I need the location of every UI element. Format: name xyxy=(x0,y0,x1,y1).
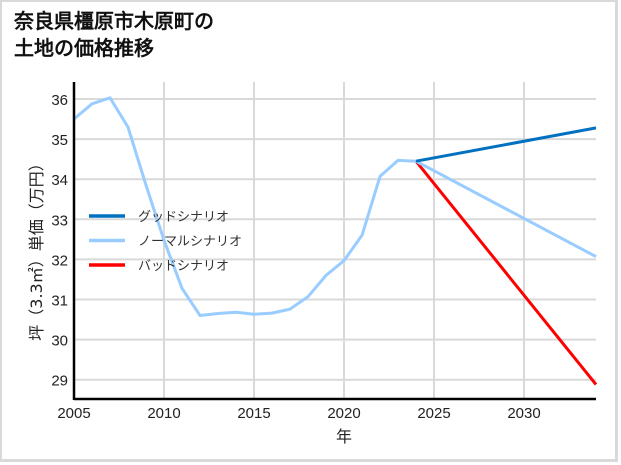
x-tick-label: 2005 xyxy=(57,405,90,422)
y-tick-label: 36 xyxy=(51,92,68,109)
x-tick-label: 2015 xyxy=(237,405,270,422)
y-tick-label: 35 xyxy=(51,132,68,149)
legend-label: バッドシナリオ xyxy=(138,259,229,274)
y-tick-label: 32 xyxy=(51,252,68,269)
tick-labels: 29 30 31 32 33 34 35 36 2005 2010 2015 2020 2025 2030 xyxy=(51,92,540,422)
y-tick-label: 34 xyxy=(51,172,68,189)
chart-title-line-2: 土地の価格推移 xyxy=(14,36,154,60)
y-tick-label: 31 xyxy=(51,293,68,310)
y-tick-label: 30 xyxy=(51,333,68,350)
x-tick-label: 2020 xyxy=(327,405,360,422)
x-tick-label: 2010 xyxy=(147,405,180,422)
series-line xyxy=(415,126,597,163)
gridlines xyxy=(74,82,596,399)
x-axis-label: 年 xyxy=(336,427,352,446)
axes xyxy=(72,82,596,401)
y-tick-label: 29 xyxy=(51,373,68,390)
x-tick-label: 2025 xyxy=(417,405,450,422)
legend-label: ノーマルシナリオ xyxy=(138,235,242,250)
y-axis-label: 坪（3.3㎡）単価（万円） xyxy=(27,155,46,340)
legend-label: グッドシナリオ xyxy=(138,210,229,225)
data-series xyxy=(73,96,598,386)
chart-title-line-1: 奈良県橿原市木原町の xyxy=(14,9,214,33)
y-tick-label: 33 xyxy=(51,212,68,229)
x-tick-label: 2030 xyxy=(507,405,540,422)
series-line xyxy=(414,160,598,386)
series-line xyxy=(73,96,597,317)
chart-title: 奈良県橿原市木原町の 土地の価格推移 xyxy=(14,8,214,62)
